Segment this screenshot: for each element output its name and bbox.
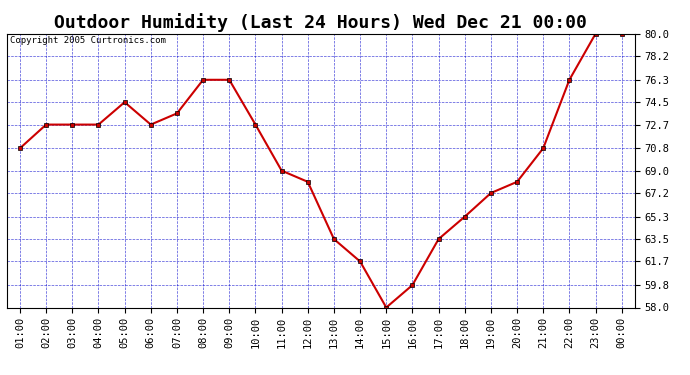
Text: Copyright 2005 Curtronics.com: Copyright 2005 Curtronics.com	[10, 36, 166, 45]
Title: Outdoor Humidity (Last 24 Hours) Wed Dec 21 00:00: Outdoor Humidity (Last 24 Hours) Wed Dec…	[55, 13, 587, 32]
